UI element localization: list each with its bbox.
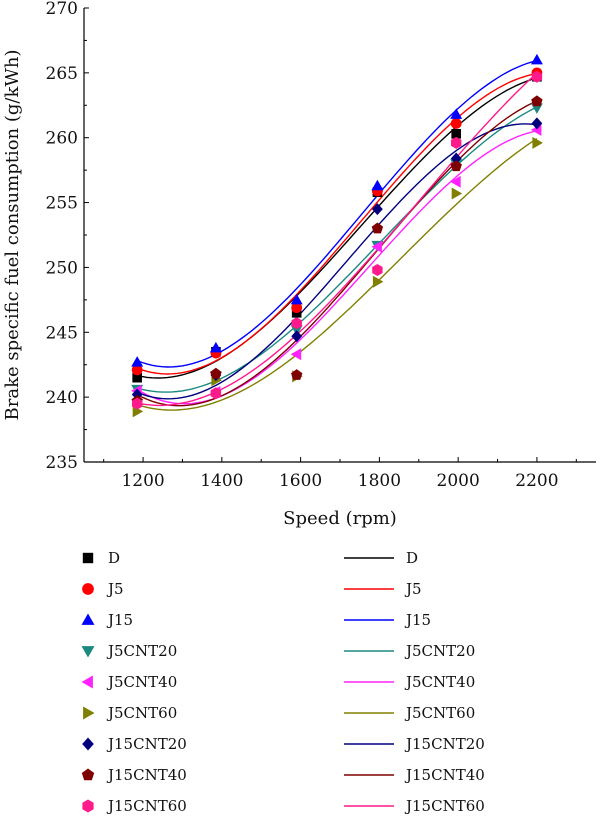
data-point-j5	[131, 364, 143, 376]
legend-label-j5: J5	[106, 580, 124, 598]
x-tick-label: 2200	[515, 471, 558, 491]
data-point-j15	[209, 341, 222, 353]
legend-marker-j15	[81, 613, 95, 625]
legend-line-label-j5cnt60: J5CNT60	[404, 704, 475, 722]
data-point-j15	[371, 179, 384, 191]
plot-area: 235 240 245 250 255 260 265 270 1200 1400 1600 1800…	[46, 0, 596, 491]
y-axis-title: Brake specific fuel consumption (g/kWh)	[2, 50, 23, 421]
legend-line-label-j5: J5	[404, 580, 422, 598]
legend-line-label-j5cnt20: J5CNT20	[404, 642, 475, 660]
fit-line-j15cnt60	[137, 72, 538, 407]
data-point-j15cnt20	[450, 152, 462, 165]
data-point-j15cnt40	[371, 222, 384, 234]
y-tick-label: 265	[46, 64, 78, 84]
legend-label-j15cnt60: J15CNT60	[106, 797, 187, 815]
y-tick-label: 270	[46, 0, 78, 19]
fit-line-j5	[136, 72, 538, 375]
data-point-j15cnt20	[291, 330, 303, 343]
axes: 235 240 245 250 255 260 265 270 1200 1400 1600 1800…	[46, 0, 596, 491]
x-tick-label: 1600	[279, 471, 322, 491]
data-point-j15	[450, 108, 463, 119]
legend-label-j5cnt20: J5CNT20	[106, 642, 177, 660]
data-point-j15cnt20	[531, 117, 543, 130]
data-point-d	[132, 372, 142, 383]
data-point-j15cnt60	[132, 397, 143, 410]
fit-line-j15cnt20	[136, 123, 537, 400]
fit-line-j15cnt40	[136, 100, 538, 407]
data-point-j15	[131, 356, 144, 367]
y-tick-label: 240	[46, 388, 78, 408]
data-point-j5cnt60	[372, 275, 384, 288]
y-tick-label: 260	[46, 129, 78, 149]
fit-line-j5cnt40	[136, 130, 538, 405]
data-point-j5cnt60	[451, 187, 463, 200]
data-point-j5	[291, 302, 303, 314]
fit-lines	[136, 59, 538, 411]
data-point-j15	[290, 293, 303, 305]
data-point-j15cnt60	[291, 317, 302, 330]
y-tick-label: 250	[46, 258, 78, 278]
legend-line-label-j15cnt60: J15CNT60	[404, 797, 485, 815]
legend-marker-j15cnt60	[82, 799, 94, 813]
data-point-j15cnt40	[531, 95, 543, 107]
legend-label-j5cnt60: J5CNT60	[106, 704, 177, 722]
legend-marker-j5cnt40	[81, 675, 93, 689]
x-tick-label: 1800	[358, 471, 401, 491]
data-point-j15cnt60	[531, 70, 543, 83]
x-tick-label: 2000	[437, 471, 480, 491]
legend-marker-d	[82, 552, 94, 564]
legend-marker-j15cnt40	[81, 768, 95, 781]
legend-marker-j5cnt20	[81, 646, 95, 658]
data-point-j15cnt60	[372, 264, 383, 276]
legend-line-label-j15cnt20: J15CNT20	[404, 735, 485, 753]
y-tick-label: 245	[46, 323, 78, 343]
legend-label-j15cnt40: J15CNT40	[106, 766, 187, 784]
fit-line-j15	[136, 59, 538, 368]
data-point-d	[451, 129, 461, 139]
data-point-j15cnt20	[372, 203, 383, 216]
x-tick-label: 1400	[200, 471, 243, 491]
data-point-j15cnt40	[450, 160, 462, 172]
fit-line-d	[137, 77, 538, 379]
legend-marker-j15cnt20	[82, 737, 94, 751]
legend-marker-j5cnt60	[83, 706, 95, 720]
legend-line-label-d: D	[406, 549, 418, 567]
data-point-j15	[530, 53, 543, 65]
data-markers	[131, 53, 543, 418]
x-tick-label: 1200	[121, 471, 164, 491]
data-point-j5	[450, 118, 462, 129]
legend-marker-j5	[82, 583, 94, 595]
legend-label-j15cnt20: J15CNT20	[106, 735, 187, 753]
legend-label-j5cnt40: J5CNT40	[106, 673, 177, 691]
y-tick-label: 235	[46, 453, 78, 473]
fit-line-j5cnt20	[137, 106, 538, 393]
data-point-j15cnt40	[210, 367, 222, 379]
legend-line-label-j15: J15	[404, 611, 431, 629]
data-point-j15cnt40	[291, 369, 303, 380]
legend-label-d: D	[108, 549, 120, 567]
y-tick-label: 255	[46, 194, 78, 214]
legend-label-j15: J15	[106, 611, 133, 629]
data-point-j5cnt40	[450, 175, 461, 188]
x-axis-title: Speed (rpm)	[283, 508, 397, 529]
legend-line-label-j5cnt40: J5CNT40	[404, 673, 475, 691]
data-point-j5cnt60	[532, 136, 543, 149]
fit-line-j5cnt60	[136, 138, 538, 411]
data-point-j5cnt40	[290, 348, 302, 361]
legend-line-label-j15cnt40: J15CNT40	[404, 766, 485, 784]
data-point-j15cnt60	[210, 387, 222, 400]
data-point-j15cnt60	[451, 136, 462, 149]
legend: D D J5 J5 J15 J15 J5CNT20 J5CNT20 J5CNT40 J5CNT40…	[81, 549, 485, 815]
data-point-j5cnt40	[371, 240, 382, 253]
